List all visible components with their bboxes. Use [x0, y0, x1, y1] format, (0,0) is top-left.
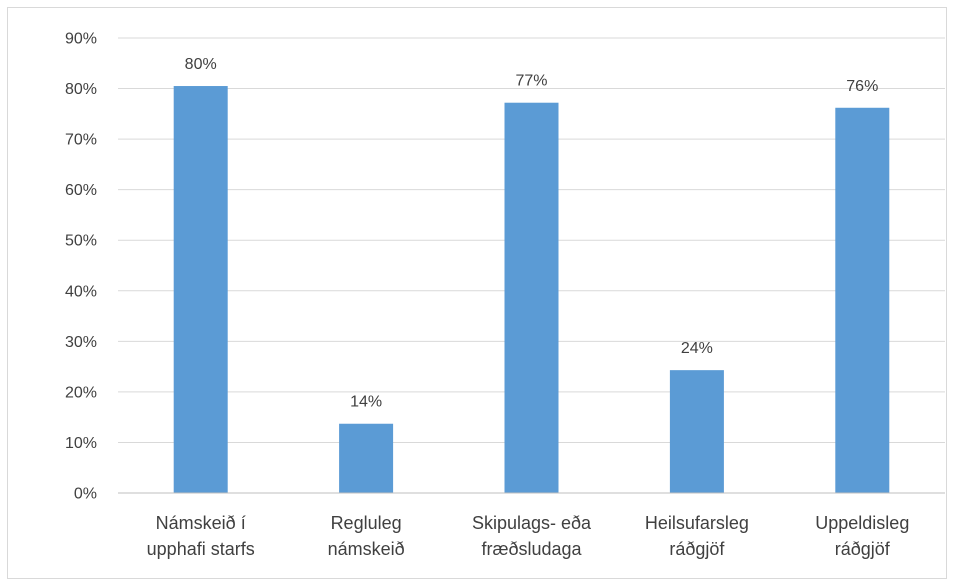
x-category-label: Regluleg	[331, 513, 402, 533]
y-tick-label: 30%	[65, 334, 97, 351]
x-category-label: Námskeið í	[156, 513, 246, 533]
y-tick-label: 90%	[65, 31, 97, 48]
x-category-label: fræðsludaga	[481, 539, 582, 559]
y-tick-label: 50%	[65, 233, 97, 250]
bar	[669, 370, 724, 493]
x-category-label: ráðgjöf	[669, 539, 725, 559]
x-category-label: námskeið	[328, 539, 405, 559]
y-tick-label: 10%	[65, 435, 97, 452]
x-axis-categories: Námskeið í upphafi starfs Regluleg námskeið…	[147, 513, 910, 559]
data-label: 80%	[185, 56, 217, 73]
x-category-label: Heilsufarsleg	[645, 513, 749, 533]
data-labels: 80% 14% 77% 24% 76%	[185, 56, 879, 411]
y-tick-label: 40%	[65, 283, 97, 300]
bar	[835, 107, 890, 494]
bar	[504, 102, 559, 493]
data-label: 77%	[515, 73, 547, 90]
x-category-label: Skipulags- eða	[472, 513, 592, 533]
x-category-label: ráðgjöf	[835, 539, 891, 559]
y-tick-label: 80%	[65, 81, 97, 98]
bars	[173, 86, 890, 494]
y-tick-label: 20%	[65, 384, 97, 401]
data-label: 76%	[846, 78, 878, 95]
bar	[339, 423, 394, 493]
y-axis-ticks: 0% 10% 20% 30% 40% 50% 60% 70% 80% 90%	[65, 31, 97, 503]
y-tick-label: 70%	[65, 132, 97, 149]
x-category-label: Uppeldisleg	[815, 513, 909, 533]
y-tick-label: 0%	[74, 486, 97, 503]
bar	[173, 86, 228, 494]
data-label: 14%	[350, 394, 382, 411]
chart-frame	[7, 7, 947, 579]
y-tick-label: 60%	[65, 182, 97, 199]
data-label: 24%	[681, 340, 713, 357]
x-category-label: upphafi starfs	[147, 539, 255, 559]
